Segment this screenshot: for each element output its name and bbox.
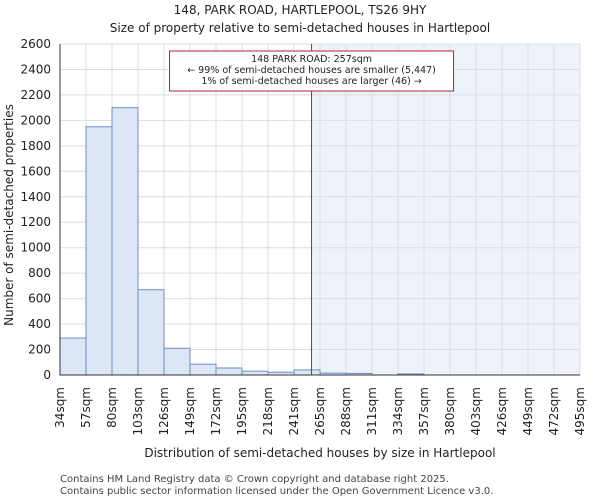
x-tick-label: 172sqm [209, 387, 223, 435]
bar [189, 363, 217, 376]
y-tick-label: 400 [28, 317, 51, 331]
y-tick-label: 1600 [20, 164, 51, 178]
x-tick-label: 403sqm [469, 387, 483, 435]
x-tick-label: 495sqm [573, 387, 587, 435]
y-tick-label: 2200 [20, 88, 51, 102]
bar [85, 126, 113, 376]
chart-title: 148, PARK ROAD, HARTLEPOOL, TS26 9HY [174, 3, 427, 17]
bar [111, 107, 139, 376]
y-tick-label: 1200 [20, 215, 51, 229]
bar [215, 367, 243, 376]
y-tick-label: 2400 [20, 62, 51, 76]
x-tick-label: 334sqm [391, 387, 405, 435]
x-tick-label: 57sqm [79, 387, 93, 428]
y-tick-label: 600 [28, 292, 51, 306]
x-tick-label: 103sqm [131, 387, 145, 435]
x-tick-label: 472sqm [547, 387, 561, 435]
x-tick-label: 80sqm [105, 387, 119, 428]
footer-line-2: Contains public sector information licen… [60, 486, 493, 497]
x-tick-label: 34sqm [53, 387, 67, 428]
x-tick-label: 357sqm [417, 387, 431, 435]
y-tick-label: 2000 [20, 113, 51, 127]
plot-area: 0 200 400 600 800 1000 1200 1400 1600 1800 2000 220… [20, 37, 587, 435]
y-tick-label: 200 [28, 343, 51, 357]
y-tick-label: 2600 [20, 37, 51, 51]
x-tick-label: 380sqm [443, 387, 457, 435]
annotation-text: ← 99% of semi-detached houses are smalle… [187, 65, 436, 76]
x-tick-label: 218sqm [261, 387, 275, 435]
y-tick-label: 1400 [20, 190, 51, 204]
x-tick-label: 288sqm [339, 387, 353, 435]
x-tick-label: 426sqm [495, 387, 509, 435]
bar [241, 370, 269, 376]
y-tick-label: 800 [28, 266, 51, 280]
x-tick-label: 195sqm [235, 387, 249, 435]
y-tick-label: 0 [43, 368, 51, 382]
y-tick-label: 1000 [20, 241, 51, 255]
x-tick-label: 149sqm [183, 387, 197, 435]
bar [59, 337, 87, 376]
chart-subtitle: Size of property relative to semi-detach… [110, 21, 490, 35]
x-tick-label: 126sqm [157, 387, 171, 435]
x-tick-label: 449sqm [521, 387, 535, 435]
x-tick-label: 265sqm [313, 387, 327, 435]
bar [163, 347, 191, 376]
footer-line-1: Contains HM Land Registry data © Crown c… [60, 474, 449, 485]
bar [137, 289, 165, 376]
bar [293, 369, 321, 376]
y-axis-label: Number of semi-detached properties [2, 104, 16, 326]
annotation-box [169, 50, 455, 92]
annotation-text: 148 PARK ROAD: 257sqm [251, 54, 372, 65]
highlight-region [311, 44, 580, 375]
annotation-text: 1% of semi-detached houses are larger (4… [201, 76, 421, 87]
x-axis-label: Distribution of semi-detached houses by … [144, 446, 495, 460]
x-tick-label: 241sqm [287, 387, 301, 435]
y-tick-label: 1800 [20, 139, 51, 153]
x-tick-label: 311sqm [365, 387, 379, 435]
